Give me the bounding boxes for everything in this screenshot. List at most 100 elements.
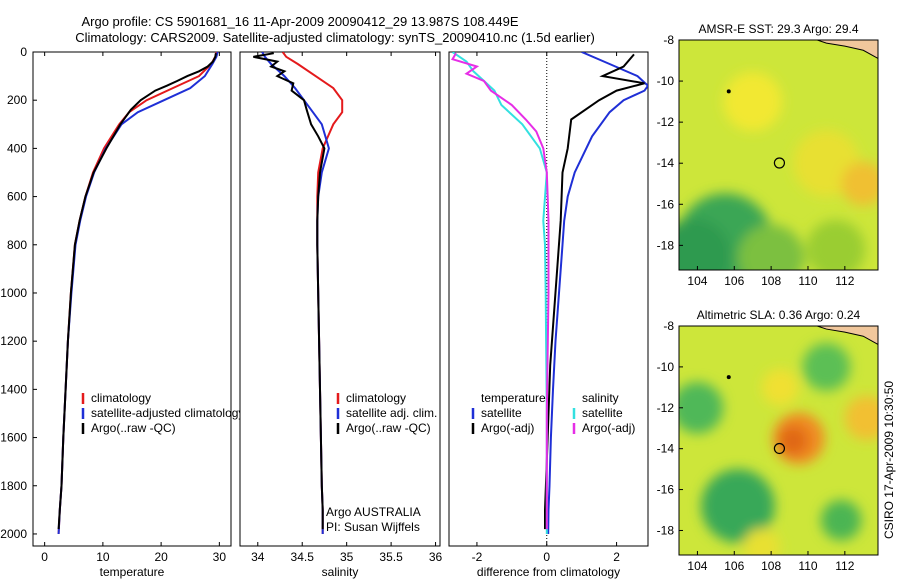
field-anomaly-blob <box>778 425 808 456</box>
field-anomaly-blob <box>841 161 878 206</box>
field-anomaly-blob <box>743 528 781 555</box>
y-tick-label: -10 <box>657 360 675 374</box>
legend-label: Argo(-adj) <box>582 421 635 435</box>
sst_map-frame <box>678 39 879 271</box>
salinity-series-group <box>253 52 344 534</box>
sla_map-title: Altimetric SLA: 0.36 Argo: 0.24 <box>697 308 861 322</box>
legend-label: satellite <box>582 406 623 420</box>
java-coastline <box>817 326 878 345</box>
side-timestamp-label: CSIRO 17-Apr-2009 10:30:50 <box>882 381 896 539</box>
java-coastline <box>817 40 878 60</box>
y-tick-label: 400 <box>7 141 27 155</box>
field-anomaly-blob <box>802 342 851 391</box>
x-axis-label: temperature <box>100 565 165 579</box>
legend-label: climatology <box>346 391 406 405</box>
legend-label: satellite <box>481 406 522 420</box>
x-axis-label: salinity <box>322 565 359 579</box>
difference-series-group <box>450 52 648 535</box>
y-tick-label: 1600 <box>0 431 27 445</box>
x-tick-label: 108 <box>761 274 781 288</box>
x-tick-label: -2 <box>472 550 483 564</box>
y-tick-label: 0 <box>20 45 27 59</box>
y-tick-label: -18 <box>657 523 675 537</box>
y-tick-label: -8 <box>663 33 674 47</box>
x-tick-label: 104 <box>687 559 707 573</box>
sst-map-panel: AMSR-E SST: 29.3 Argo: 29.4 104 106 108 110 1… <box>657 22 879 288</box>
x-tick-label: 112 <box>835 274 854 288</box>
salinity-panel: 34 34.5 35 35.5 36 salinity climatologysatelli… <box>239 51 443 579</box>
field-blobs <box>679 342 878 555</box>
y-tick-label: -8 <box>663 319 674 333</box>
y-tick-label: 1800 <box>0 479 27 493</box>
figure-title-line1: Argo profile: CS 5901681_16 11-Apr-2009 … <box>81 14 518 29</box>
x-axis-label: difference from climatology <box>477 565 620 579</box>
y-tick-label: -16 <box>657 197 675 211</box>
x-tick-label: 104 <box>687 274 707 288</box>
y-tick-label: 1200 <box>0 334 27 348</box>
sla-map-panel: Altimetric SLA: 0.36 Argo: 0.24 104 106 108… <box>657 308 879 573</box>
field-anomaly-blob <box>723 72 783 132</box>
field-anomaly-blob <box>737 224 805 270</box>
legend-label: climatology <box>91 391 151 405</box>
legend-title-temperature: temperature <box>481 391 546 405</box>
x-tick-label: 108 <box>761 559 781 573</box>
x-tick-label: 34 <box>251 550 265 564</box>
y-tick-label: 600 <box>7 190 27 204</box>
y-tick-label: 2000 <box>0 527 27 541</box>
island-marker <box>726 89 731 94</box>
series-line-temperature-argo <box>544 53 645 530</box>
y-tick-label: 1000 <box>0 286 27 300</box>
legend-title-salinity: salinity <box>582 391 619 405</box>
x-tick-label: 34.5 <box>291 550 315 564</box>
figure-title-line2: Climatology: CARS2009. Satellite-adjuste… <box>75 30 595 45</box>
field-anomaly-blob <box>820 499 862 541</box>
field-anomaly-blob <box>701 469 775 543</box>
x-tick-label: 35 <box>340 550 354 564</box>
y-tick-label: -14 <box>657 156 675 170</box>
x-tick-label: 0 <box>543 550 550 564</box>
y-tick-label: -16 <box>657 483 675 497</box>
temperature-panel: 0 10 20 30 temperature 0 200 400 600 800 1000 1200 1… <box>0 45 244 579</box>
legend-label: Argo(..raw -QC) <box>346 421 431 435</box>
series-line-argo <box>57 53 217 530</box>
x-tick-label: 110 <box>798 559 817 573</box>
field-anomaly-blob <box>679 381 724 434</box>
x-tick-label: 36 <box>429 550 443 564</box>
temperature-axes-frame <box>32 51 232 547</box>
sla_map-field <box>679 326 878 555</box>
x-tick-label: 106 <box>724 559 744 573</box>
sst_map-title: AMSR-E SST: 29.3 Argo: 29.4 <box>698 22 858 36</box>
x-tick-label: 35.5 <box>379 550 403 564</box>
x-tick-label: 112 <box>835 559 854 573</box>
x-tick-label: 2 <box>613 550 620 564</box>
legend-label: Argo(..raw -QC) <box>91 421 176 435</box>
y-tick-label: 800 <box>7 238 27 252</box>
legend-label: satellite-adjusted climatology <box>91 406 244 420</box>
field-anomaly-blob <box>806 219 866 270</box>
y-tick-label: -14 <box>657 442 675 456</box>
x-tick-label: 30 <box>213 550 227 564</box>
sst_map-field <box>679 40 878 270</box>
float-position-marker <box>773 157 786 169</box>
x-tick-label: 106 <box>724 274 744 288</box>
legend-label: satellite adj. clim. <box>346 406 437 420</box>
island-marker <box>726 375 731 380</box>
annotation-operator: Argo AUSTRALIA <box>326 505 421 519</box>
annotation-pi: PI: Susan Wijffels <box>326 520 420 534</box>
field-anomaly-blob <box>679 218 731 270</box>
x-tick-label: 110 <box>798 274 817 288</box>
temperature-series-group <box>57 52 219 535</box>
sla_map-frame <box>678 325 879 556</box>
y-tick-label: -12 <box>657 401 675 415</box>
series-line-temperature-satellite <box>547 52 648 535</box>
y-tick-label: 1400 <box>0 382 27 396</box>
y-tick-label: -18 <box>657 238 675 252</box>
float-position-marker <box>773 442 786 455</box>
x-tick-label: 0 <box>41 550 48 564</box>
x-tick-label: 10 <box>96 550 110 564</box>
x-tick-label: 20 <box>154 550 168 564</box>
field-anomaly-blob <box>844 395 878 441</box>
y-tick-label: -10 <box>657 74 675 88</box>
